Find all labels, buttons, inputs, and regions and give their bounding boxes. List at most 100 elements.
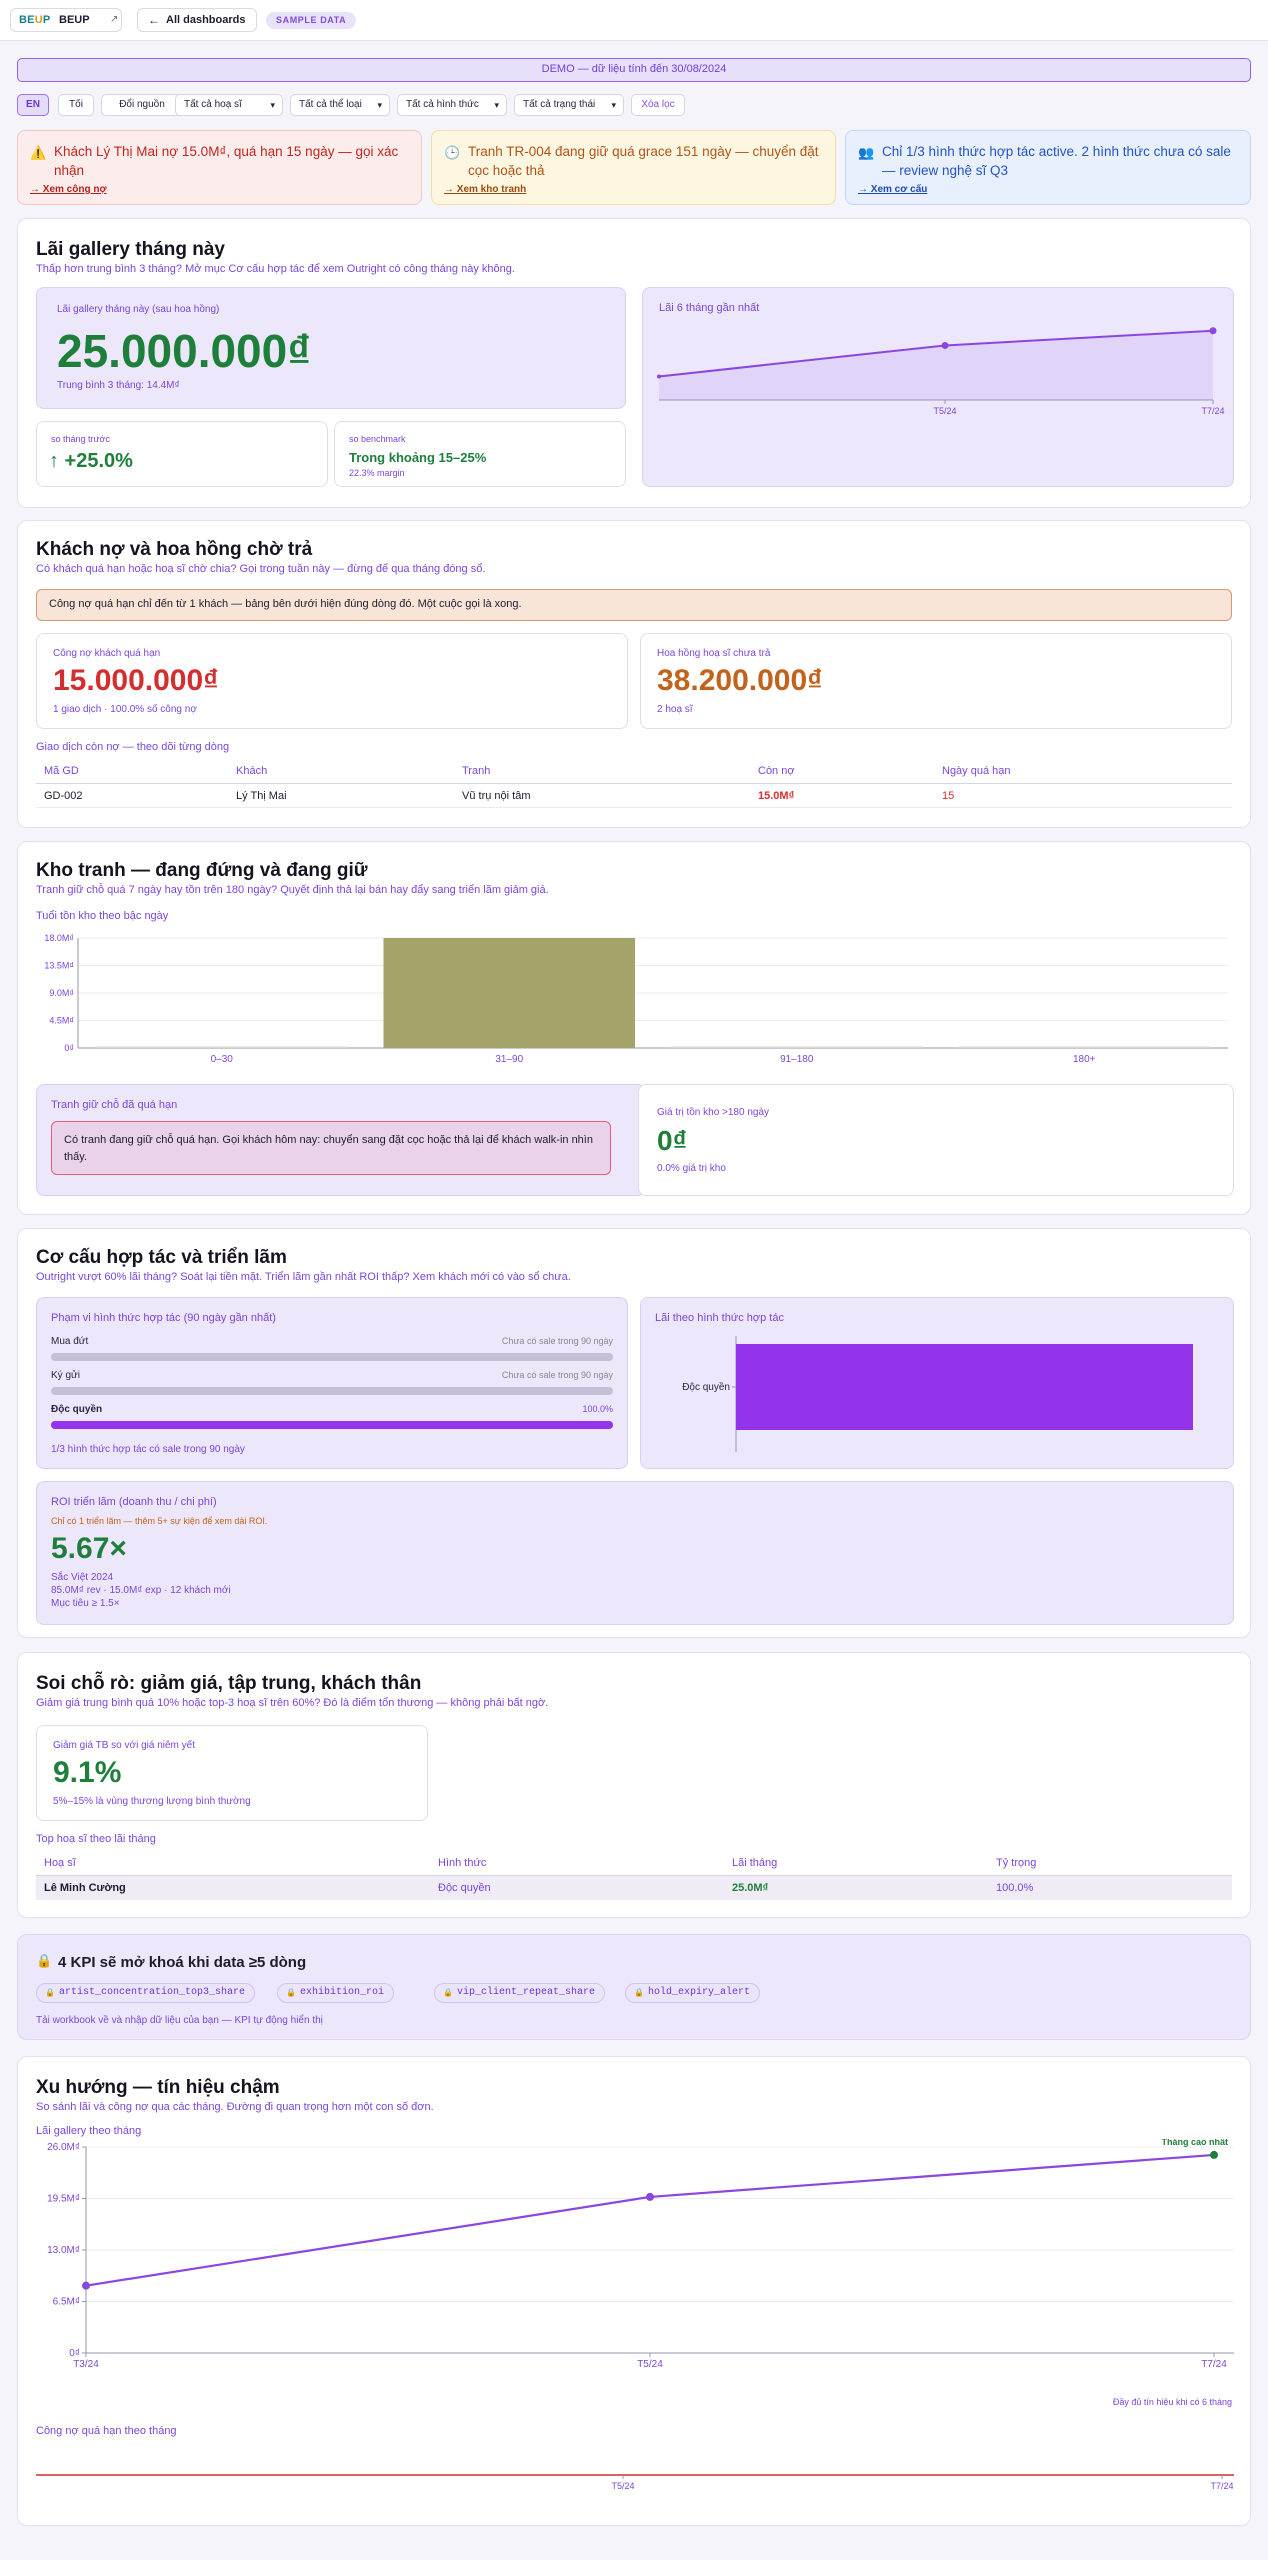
aging-bar [383,938,635,1048]
artist-filter-select[interactable]: Tất cả hoạ sĩ ▾ [175,94,283,116]
top-artist-table-title: Top hoạ sĩ theo lãi tháng [36,1833,156,1845]
aging-y-tick-label: 13.5M₫ [44,961,74,971]
aging-y-tick-label: 4.5M₫ [49,1016,74,1026]
aging-bar-chart: 0₫ 4.5M₫ 9.0M₫ 13.5M₫ 18.0M₫ 0–30 31–90 91–180 1… [44,933,1228,1065]
demo-banner: DEMO — dữ liệu tính đến 30/08/2024 [17,58,1251,82]
vs-prev-value: ↑ +25.0% [49,450,133,472]
trend-y-tick-label: 0₫ [69,2348,80,2359]
scope-row-track [51,1387,613,1395]
profit-by-form-card: Lãi theo hình thức hợp tác Độc quyền [640,1297,1234,1469]
expired-holds-card: Tranh giữ chỗ đã quá hạn Có tranh đang g… [36,1084,646,1196]
view-debt-link[interactable]: → Xem công nợ [30,184,107,195]
roi-exhibition-name: Sắc Việt 2024 [51,1572,114,1583]
sparkline-tick-label: T5/24 [933,406,956,416]
status-filter-select[interactable]: Tất cả trạng thái ▾ [514,94,624,116]
locked-kpi-panel: 🔒 4 KPI sẽ mở khoá khi data ≥5 dòng 🔒 art… [17,1934,1251,2040]
sparkline-chart: T5/24 T7/24 [657,327,1225,416]
overdue-debt-value: 15.000.000₫ [53,664,219,697]
clear-filters-button[interactable]: Xóa lọc [631,94,685,116]
trend-chart1-title: Lãi gallery theo tháng [36,2125,142,2137]
roi-warning: Chỉ có 1 triển lãm — thêm 5+ sự kiện để … [51,1516,268,1526]
cell-days-overdue: 15 [942,790,955,802]
lock-icon: 🔒 [286,1988,296,1997]
dark-mode-toggle[interactable]: Tối [58,94,94,116]
leak-section: Soi chỗ rò: giảm giá, tập trung, khách t… [17,1652,1251,1918]
sparkline-point [941,341,949,349]
section-title: Khách nợ và hoa hồng chờ trả [36,539,313,560]
trend-y-tick-label: 13.0M₫ [47,2245,80,2256]
aging-x-tick-label: 31–90 [495,1054,523,1065]
aging-bar [96,1046,348,1048]
discount-card: Giảm giá TB so với giá niêm yết 9.1% 5%–… [36,1725,428,1821]
aging-bar [958,1046,1210,1048]
language-toggle[interactable]: EN [17,94,49,116]
section-subtitle: So sánh lãi và công nợ qua các tháng. Đư… [36,2101,434,2113]
beup-logo-name: BEUP [59,14,90,26]
genre-filter-value: Tất cả thể loại [299,99,362,110]
old-stock-label: Giá trị tồn kho >180 ngày [657,1107,770,1118]
top-artist-table: Hoạ sĩ Hình thức Lãi tháng Tỷ trọng Lê M… [36,1853,1232,1903]
change-source-button[interactable]: Đổi nguồn [101,94,183,116]
locked-kpi-chip: 🔒 artist_concentration_top3_share [36,1983,256,2003]
trend-x-tick-label: T7/24 [1201,2359,1227,2370]
locked-kpi-chip: 🔒 vip_client_repeat_share [434,1983,606,2003]
roi-title: ROI triển lãm (doanh thu / chi phí) [51,1496,217,1508]
table-row: GD-002 Lý Thị Mai Vũ trụ nội tâm 15.0M₫ … [36,784,1232,808]
trend-chart2-title: Công nợ quá hạn theo tháng [36,2425,177,2437]
all-dashboards-label: All dashboards [166,14,246,26]
section-title: Cơ cấu hợp tác và triển lãm [36,1247,287,1268]
cell-artist: Lê Minh Cường [44,1882,126,1894]
scope-card: Phạm vi hình thức hợp tác (90 ngày gần n… [36,1297,628,1469]
beup-logo-link[interactable]: BEUP BEUP ↗ [10,8,122,32]
all-dashboards-button[interactable]: ← All dashboards [137,8,257,32]
profit-by-form-chart: Độc quyền [682,1336,1193,1452]
lock-icon: 🔒 [443,1988,453,1997]
overdue-x-tick-label: T7/24 [1210,2481,1233,2491]
trend-y-tick-label: 19.5M₫ [47,2194,80,2205]
overdue-debt-label: Công nợ khách quá hạn [53,648,161,659]
locked-kpi-chip: 🔒 hold_expiry_alert [625,1983,761,2003]
beup-logo-mark: BEUP [19,14,51,26]
lock-icon: 🔒 [45,1988,55,1997]
alert-text: Khách Lý Thị Mai nợ 15.0M₫, quá hạn 15 n… [54,144,399,178]
debt-table: Mã GD Khách Tranh Còn nợ Ngày quá hạn GD… [36,761,1232,813]
section-subtitle: Tranh giữ chỗ quá 7 ngày hay tồn trên 18… [36,884,549,896]
debt-table-title: Giao dịch còn nợ — theo dõi từng dòng [36,741,230,753]
trend-y-tick-label: 6.5M₫ [53,2297,80,2308]
section-subtitle: Có khách quá hạn hoặc hoạ sĩ chờ chia? G… [36,563,486,575]
genre-filter-select[interactable]: Tất cả thể loại ▾ [290,94,390,116]
vs-benchmark-card: so benchmark Trong khoảng 15–25% 22.3% m… [334,421,626,487]
table-row: Lê Minh Cường Độc quyền 25.0M₫ 100.0% [36,1876,1232,1900]
col-header: Mã GD [44,765,79,777]
section-title: Lãi gallery tháng này [36,239,225,260]
vs-prev-label: so tháng trước [51,434,110,444]
chevron-down-icon: ▾ [494,100,499,110]
view-mix-link[interactable]: → Xem cơ cấu [858,184,928,195]
lock-icon: 🔒 [634,1988,644,1997]
cell-artwork: Vũ trụ nội tâm [462,790,531,802]
cell-id: GD-002 [44,790,83,802]
form-filter-select[interactable]: Tất cả hình thức ▾ [397,94,507,116]
profit-section: Lãi gallery tháng này Thấp hơn trung bìn… [17,218,1251,508]
expired-holds-title: Tranh giữ chỗ đã quá hạn [51,1099,178,1111]
arrow-left-icon: ← [148,13,160,27]
section-title: Xu hướng — tín hiệu chậm [36,2077,280,2098]
col-header: Ngày quá hạn [942,765,1011,777]
profit-hero-card: Lãi gallery tháng này (sau hoa hồng) 25.… [36,287,626,409]
trend-peak-annotation: Tháng cao nhất [1161,2139,1228,2147]
vs-benchmark-value: Trong khoảng 15–25% [349,450,487,465]
overdue-x-tick-label: T5/24 [612,2481,635,2491]
scope-title: Phạm vi hình thức hợp tác (90 ngày gần n… [51,1312,276,1324]
vs-benchmark-label: so benchmark [349,434,406,444]
scope-row-name: Ký gửi [51,1370,80,1381]
trend-point [1210,2150,1218,2159]
view-stock-link[interactable]: → Xem kho tranh [444,184,527,195]
profit-by-form-title: Lãi theo hình thức hợp tác [655,1312,784,1324]
old-stock-value: 0₫ [657,1125,687,1156]
vs-benchmark-note: 22.3% margin [349,468,405,478]
aging-x-tick-label: 180+ [1073,1054,1096,1065]
trend-x-tick-label: T5/24 [637,2359,663,2370]
aging-x-tick-label: 0–30 [211,1054,234,1065]
exhibition-roi-card: ROI triển lãm (doanh thu / chi phí) Chỉ … [36,1481,1234,1625]
col-header: Khách [236,765,268,777]
